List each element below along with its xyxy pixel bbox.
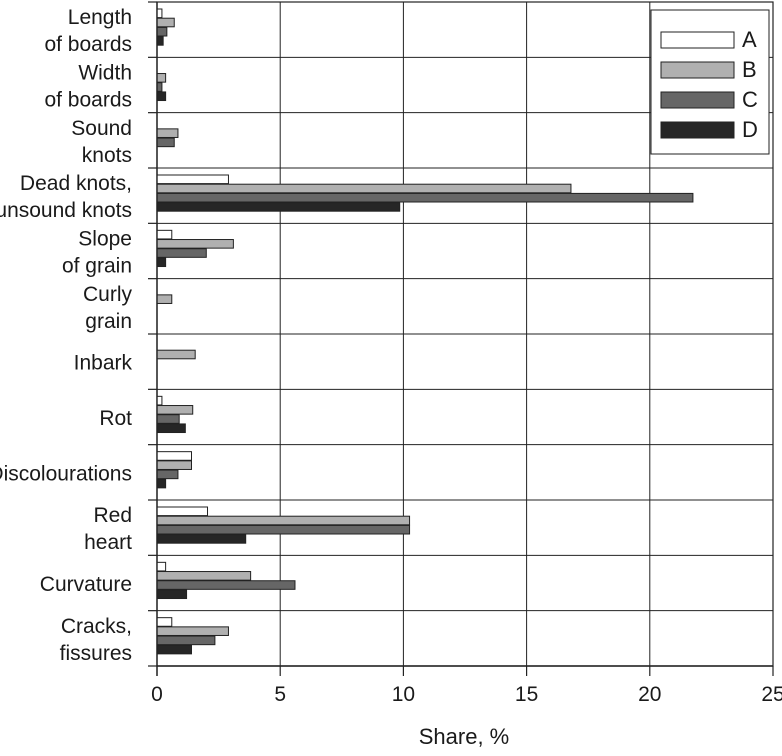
category-label: Rot xyxy=(99,407,132,430)
bar-b-9 xyxy=(156,515,411,526)
category-label: Curly grain xyxy=(83,283,133,333)
category-label: Cracks, fissures xyxy=(60,615,132,665)
bar-c-8 xyxy=(156,469,179,480)
bar-a-8 xyxy=(156,451,192,461)
bar-b-4 xyxy=(156,239,234,249)
legend-swatch-a xyxy=(660,31,735,49)
category-label: Sound knots xyxy=(71,117,132,167)
x-tick-label: 15 xyxy=(515,683,538,706)
x-tick-label: 10 xyxy=(392,683,415,706)
legend-label-c: C xyxy=(742,87,758,112)
bar-c-1 xyxy=(156,82,163,92)
bar-layer xyxy=(156,8,694,655)
bar-a-4 xyxy=(156,229,173,240)
bar-d-8 xyxy=(156,478,167,489)
bar-b-1 xyxy=(156,73,167,83)
bar-b-6 xyxy=(156,349,196,360)
grid-layer xyxy=(156,1,774,667)
axis-layer xyxy=(148,1,774,676)
bar-a-3 xyxy=(156,174,229,185)
bar-c-11 xyxy=(156,635,216,646)
bar-b-2 xyxy=(156,128,179,138)
bar-d-0 xyxy=(156,36,164,46)
category-label: Inbark xyxy=(74,352,133,375)
bar-b-8 xyxy=(156,460,192,470)
bar-b-11 xyxy=(156,626,229,636)
bar-b-10 xyxy=(156,571,252,581)
bar-d-3 xyxy=(156,202,401,212)
legend-label-a: A xyxy=(742,27,757,52)
bar-c-3 xyxy=(156,192,694,203)
bar-c-10 xyxy=(156,580,296,590)
x-axis-title: Share, % xyxy=(419,724,510,749)
bar-d-7 xyxy=(156,423,186,434)
bar-b-0 xyxy=(156,17,175,28)
bar-c-7 xyxy=(156,414,180,424)
category-label: Dead knots, unsound knots xyxy=(0,172,132,222)
legend-swatch-c xyxy=(660,91,735,109)
bar-c-0 xyxy=(156,26,168,37)
category-label: Discolourations xyxy=(0,462,132,485)
bar-d-4 xyxy=(156,257,167,268)
bar-a-10 xyxy=(156,561,167,572)
bar-b-5 xyxy=(156,294,173,304)
bar-c-9 xyxy=(156,524,411,535)
category-label: Slope of grain xyxy=(62,228,132,278)
bar-a-0 xyxy=(156,8,163,19)
legend-label-d: D xyxy=(742,117,758,142)
legend-swatch-d xyxy=(660,121,735,139)
category-label: Curvature xyxy=(40,573,132,596)
bar-d-11 xyxy=(156,644,192,655)
category-label: Red heart xyxy=(84,504,132,554)
bar-c-2 xyxy=(156,137,175,148)
x-tick-label: 25 xyxy=(761,683,782,706)
x-tick-label: 20 xyxy=(638,683,661,706)
bar-b-7 xyxy=(156,405,194,415)
bar-a-7 xyxy=(156,395,163,406)
bar-d-1 xyxy=(156,91,167,102)
bar-c-4 xyxy=(156,248,207,258)
bar-a-9 xyxy=(156,506,209,517)
bar-d-10 xyxy=(156,589,188,600)
tick-labels: 0 5 10 15 20 25 xyxy=(151,683,782,706)
category-label: Width of boards xyxy=(44,62,132,112)
bar-d-9 xyxy=(156,534,247,544)
legend-swatch-b xyxy=(660,61,735,79)
bar-a-11 xyxy=(156,617,173,627)
legend-label-b: B xyxy=(742,57,757,82)
x-tick-label: 0 xyxy=(151,683,163,706)
bar-b-3 xyxy=(156,183,572,194)
category-label: Length of boards xyxy=(44,6,132,56)
x-tick-label: 5 xyxy=(274,683,286,706)
